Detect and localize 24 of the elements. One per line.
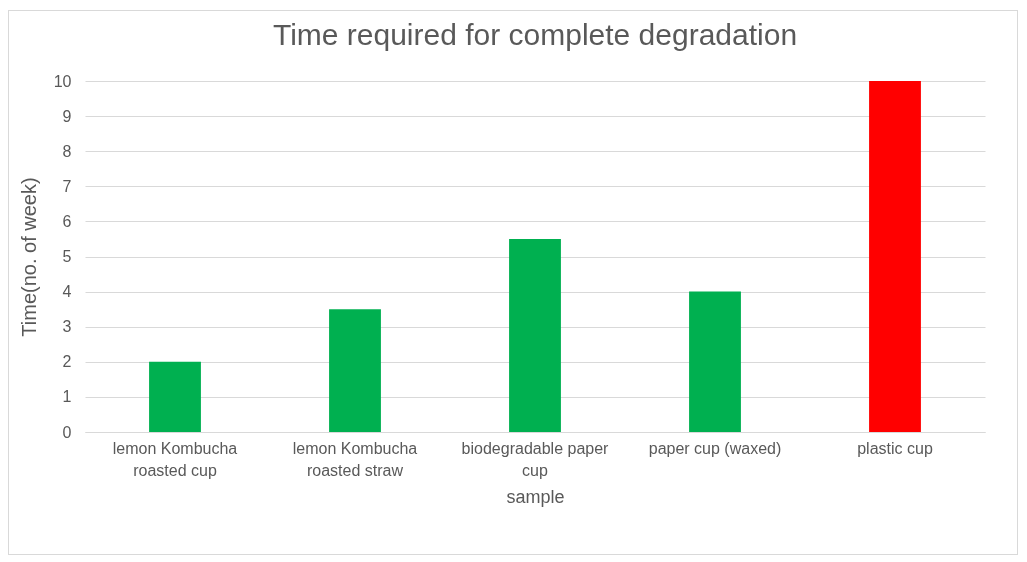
y-tick-label: 0 xyxy=(62,423,72,441)
y-axis-title: Time(no. of week) xyxy=(17,177,40,337)
x-tick-label: paper cup (waxed) xyxy=(648,439,782,457)
bar xyxy=(329,309,381,432)
bar xyxy=(869,81,921,432)
y-tick-label: 2 xyxy=(62,353,72,371)
x-tick-label: lemon Kombucha roasted straw xyxy=(292,439,418,479)
y-tick-label: 7 xyxy=(62,177,72,195)
x-axis-title: sample xyxy=(506,486,565,507)
y-tick-label: 10 xyxy=(53,72,72,90)
y-tick-label: 4 xyxy=(62,283,72,301)
y-tick-label: 3 xyxy=(62,318,72,336)
bar xyxy=(149,361,201,432)
y-tick-label: 6 xyxy=(62,212,72,230)
x-tick-label: lemon Kombucha roasted cup xyxy=(112,439,238,479)
bar xyxy=(689,291,741,432)
y-tick-label: 5 xyxy=(62,248,72,265)
y-tick-label: 8 xyxy=(62,142,72,160)
bar xyxy=(509,238,561,432)
y-tick-label: 1 xyxy=(62,388,72,406)
x-tick-label: plastic cup xyxy=(857,439,933,457)
chart-title: Time required for complete degradation xyxy=(272,18,798,51)
y-tick-label: 9 xyxy=(62,107,72,125)
x-tick-label: biodegradable paper cup xyxy=(461,439,610,479)
